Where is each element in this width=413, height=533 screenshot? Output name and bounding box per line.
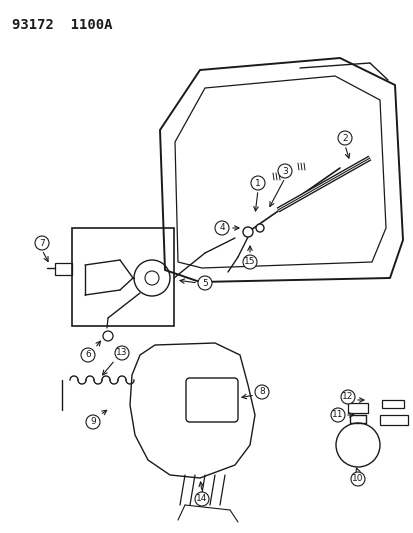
- Circle shape: [242, 255, 256, 269]
- Text: 4: 4: [218, 223, 224, 232]
- Circle shape: [195, 492, 209, 506]
- Text: 15: 15: [244, 257, 255, 266]
- Circle shape: [86, 415, 100, 429]
- Circle shape: [214, 221, 228, 235]
- Circle shape: [115, 346, 129, 360]
- Text: 6: 6: [85, 351, 91, 359]
- Text: 93172  1100A: 93172 1100A: [12, 18, 112, 32]
- Text: 5: 5: [202, 279, 207, 287]
- Circle shape: [35, 236, 49, 250]
- Circle shape: [330, 408, 344, 422]
- Text: 3: 3: [281, 166, 287, 175]
- Text: 7: 7: [39, 238, 45, 247]
- Circle shape: [277, 164, 291, 178]
- Text: 10: 10: [351, 474, 363, 483]
- Text: 14: 14: [196, 495, 207, 504]
- Circle shape: [81, 348, 95, 362]
- Circle shape: [250, 176, 264, 190]
- Text: 1: 1: [254, 179, 260, 188]
- Text: 13: 13: [116, 349, 128, 358]
- Circle shape: [197, 276, 211, 290]
- Circle shape: [254, 385, 268, 399]
- Text: 8: 8: [259, 387, 264, 397]
- Text: 11: 11: [332, 410, 343, 419]
- Text: 12: 12: [342, 392, 353, 401]
- Text: 2: 2: [342, 133, 347, 142]
- Circle shape: [255, 224, 263, 232]
- Circle shape: [337, 131, 351, 145]
- Circle shape: [340, 390, 354, 404]
- Text: 9: 9: [90, 417, 96, 426]
- Circle shape: [350, 472, 364, 486]
- Circle shape: [103, 331, 113, 341]
- Circle shape: [242, 227, 252, 237]
